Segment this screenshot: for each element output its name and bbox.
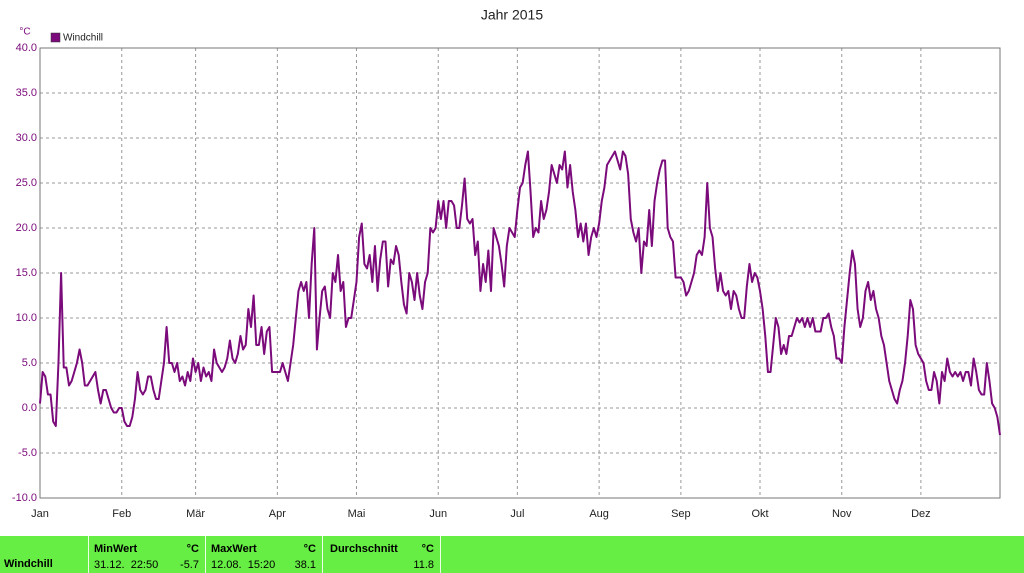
y-tick-label: 0.0 [22,402,37,414]
y-tick-label: 30.0 [16,132,37,144]
y-tick-label: 10.0 [16,312,37,324]
y-tick-label: -10.0 [12,492,37,504]
chart-title: Jahr 2015 [481,7,543,23]
plot-frame [39,47,1001,499]
legend-label: Windchill [63,33,103,44]
avg-label: Durchschnitt [330,543,398,555]
x-tick-label: Mär [186,508,205,520]
max-unit: °C [303,543,316,555]
x-tick-label: Apr [269,508,286,520]
x-tick-label: Dez [911,508,931,520]
avg-unit: °C [421,543,434,555]
min-cell: MinWert °C 31.12. 22:50 -5.7 [89,536,206,573]
y-tick-label: 25.0 [16,177,37,189]
x-tick-label: Sep [671,508,691,520]
min-value: -5.7 [180,559,199,571]
y-tick-label: -5.0 [18,447,37,459]
x-tick-label: Jan [31,508,49,520]
y-tick-label: 15.0 [16,267,37,279]
max-label: MaxWert [211,543,257,555]
stats-bar: Windchill MinWert °C 31.12. 22:50 -5.7 M… [0,536,1024,573]
x-tick-label: Mai [348,508,366,520]
y-tick-label: 35.0 [16,87,37,99]
x-tick-label: Okt [751,508,768,520]
x-tick-label: Aug [589,508,609,520]
x-tick-label: Jun [429,508,447,520]
min-label: MinWert [94,543,138,555]
avg-value: 11.8 [413,559,434,571]
y-tick-label: 40.0 [16,42,37,54]
min-unit: °C [186,543,199,555]
stats-name: Windchill [4,558,53,570]
line [39,150,1001,436]
max-value: 38.1 [294,559,316,571]
chart: Jahr 2015 °C -10.0 -5.0 0.0 5.0 10.0 15.0 20.0… [12,7,1001,520]
min-time: 31.12. 22:50 [94,559,159,571]
x-tick-label: Feb [112,508,131,520]
stats-name-cell: Windchill [0,536,89,573]
y-tick-label: 5.0 [22,357,37,369]
y-unit: °C [19,27,30,38]
avg-cell: Durchschnitt °C 11.8 [323,536,441,573]
max-time: 12.08. 15:20 [211,559,276,571]
max-cell: MaxWert °C 12.08. 15:20 38.1 [206,536,323,573]
legend-swatch [50,32,61,43]
x-tick-label: Nov [832,508,852,520]
x-tick-label: Jul [510,508,524,520]
y-tick-label: 20.0 [16,222,37,234]
